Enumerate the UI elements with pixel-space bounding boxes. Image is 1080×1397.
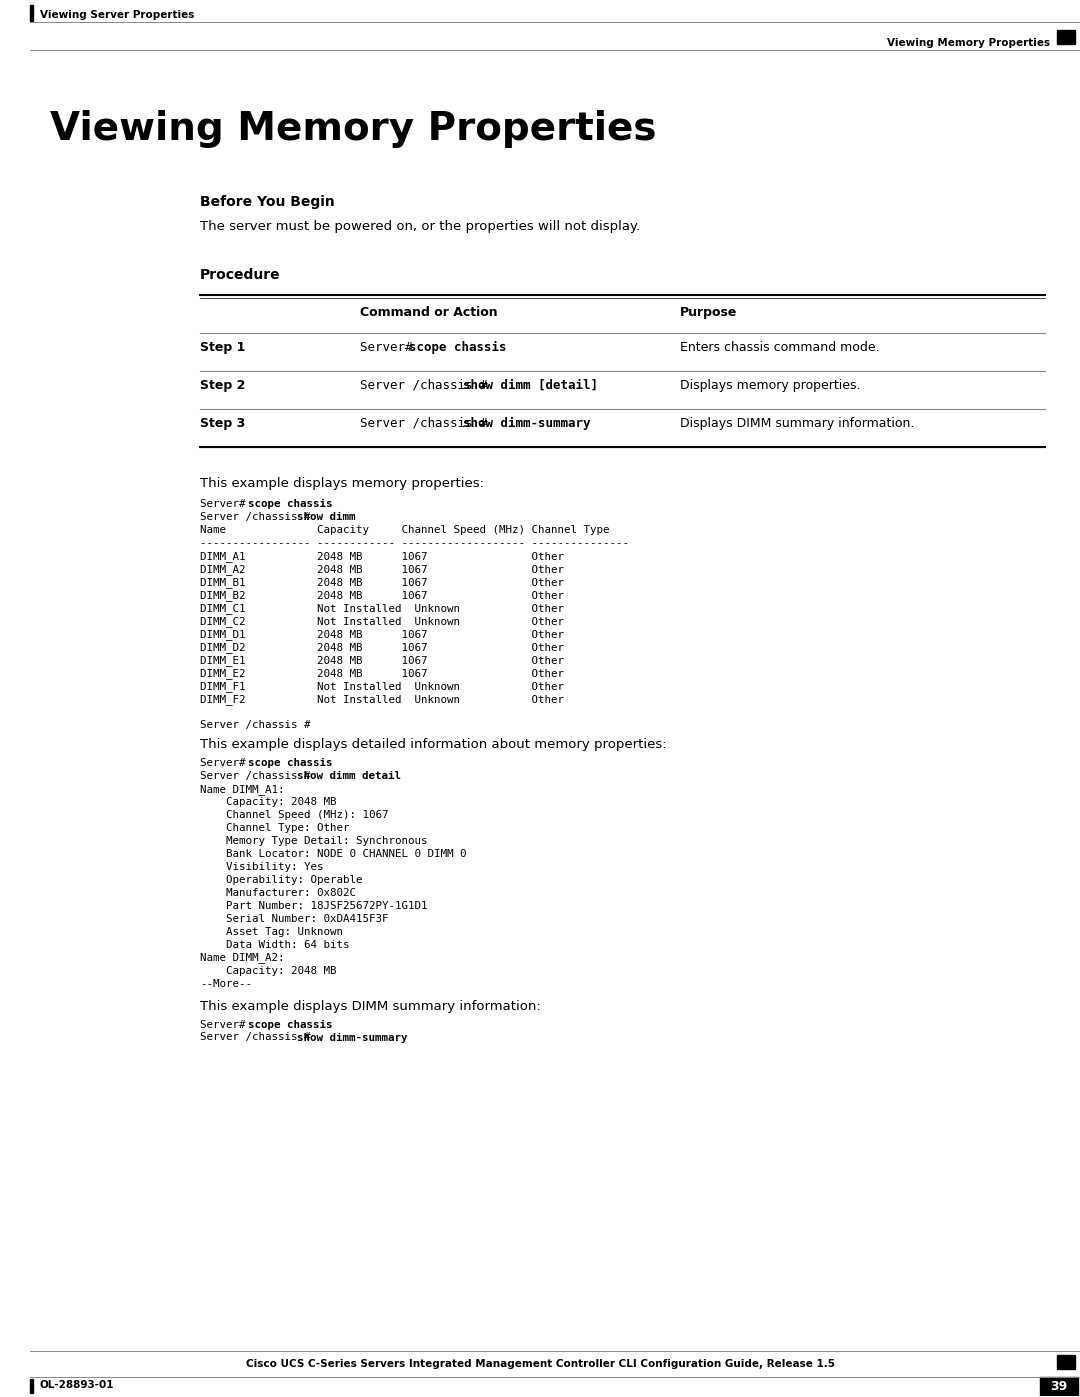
Text: DIMM_F2           Not Installed  Unknown           Other: DIMM_F2 Not Installed Unknown Other [200,694,564,704]
Text: This example displays DIMM summary information:: This example displays DIMM summary infor… [200,999,541,1013]
Text: Name DIMM_A1:: Name DIMM_A1: [200,784,284,795]
Text: Asset Tag: Unknown: Asset Tag: Unknown [200,926,343,936]
Text: Purpose: Purpose [680,306,738,319]
Bar [1040,1377,1078,1396]
Text: Displays DIMM summary information.: Displays DIMM summary information. [680,416,915,430]
Text: Viewing Memory Properties: Viewing Memory Properties [50,110,657,148]
Bar [30,1379,33,1393]
Bar [1057,29,1075,43]
Text: DIMM_F1           Not Installed  Unknown           Other: DIMM_F1 Not Installed Unknown Other [200,680,564,692]
Text: Server#: Server# [200,499,252,509]
Text: Memory Type Detail: Synchronous: Memory Type Detail: Synchronous [200,835,428,845]
Text: 39: 39 [1051,1380,1068,1393]
Text: Displays memory properties.: Displays memory properties. [680,379,861,391]
Text: scope chassis: scope chassis [248,499,333,509]
Text: DIMM_C2           Not Installed  Unknown           Other: DIMM_C2 Not Installed Unknown Other [200,616,564,627]
Text: Server /chassis #: Server /chassis # [360,379,502,391]
Text: Server#: Server# [200,1020,252,1030]
Text: Name DIMM_A2:: Name DIMM_A2: [200,953,284,964]
Text: show dimm [detail]: show dimm [detail] [462,379,597,391]
Text: Visibility: Yes: Visibility: Yes [200,862,324,872]
Text: Step 2: Step 2 [200,379,245,391]
Text: DIMM_A2           2048 MB      1067                Other: DIMM_A2 2048 MB 1067 Other [200,564,564,574]
Text: Manufacturer: 0x802C: Manufacturer: 0x802C [200,887,356,897]
Text: ----------------- ------------ ------------------- ---------------: ----------------- ------------ ---------… [200,538,629,548]
Text: Before You Begin: Before You Begin [200,196,335,210]
Text: Server /chassis #: Server /chassis # [200,511,318,521]
Text: This example displays detailed information about memory properties:: This example displays detailed informati… [200,738,666,750]
Text: DIMM_E2           2048 MB      1067                Other: DIMM_E2 2048 MB 1067 Other [200,668,564,679]
Text: The server must be powered on, or the properties will not display.: The server must be powered on, or the pr… [200,219,640,233]
Text: show dimm: show dimm [297,511,355,521]
Text: Enters chassis command mode.: Enters chassis command mode. [680,341,879,353]
Text: Operability: Operable: Operability: Operable [200,875,363,884]
Text: DIMM_E1           2048 MB      1067                Other: DIMM_E1 2048 MB 1067 Other [200,655,564,665]
Text: DIMM_D1           2048 MB      1067                Other: DIMM_D1 2048 MB 1067 Other [200,629,564,640]
Text: Data Width: 64 bits: Data Width: 64 bits [200,940,350,950]
Text: show dimm-summary: show dimm-summary [297,1032,407,1042]
Text: Viewing Memory Properties: Viewing Memory Properties [887,38,1050,47]
Text: Server#: Server# [200,757,252,767]
Text: DIMM_B2           2048 MB      1067                Other: DIMM_B2 2048 MB 1067 Other [200,590,564,601]
Text: scope chassis: scope chassis [248,757,333,768]
Text: Bank Locator: NODE 0 CHANNEL 0 DIMM 0: Bank Locator: NODE 0 CHANNEL 0 DIMM 0 [200,848,467,859]
Text: show dimm detail: show dimm detail [297,771,401,781]
Text: This example displays memory properties:: This example displays memory properties: [200,476,484,490]
Text: Procedure: Procedure [200,268,281,282]
Text: scope chassis: scope chassis [248,1020,333,1030]
Text: DIMM_D2           2048 MB      1067                Other: DIMM_D2 2048 MB 1067 Other [200,641,564,652]
Text: Part Number: 18JSF25672PY-1G1D1: Part Number: 18JSF25672PY-1G1D1 [200,901,428,911]
Text: --More--: --More-- [200,978,252,989]
Text: OL-28893-01: OL-28893-01 [40,1380,114,1390]
Text: Server /chassis #: Server /chassis # [360,416,502,430]
Bar [30,6,33,21]
Text: DIMM_C1           Not Installed  Unknown           Other: DIMM_C1 Not Installed Unknown Other [200,602,564,613]
Text: show dimm-summary: show dimm-summary [462,416,590,430]
Text: Serial Number: 0xDA415F3F: Serial Number: 0xDA415F3F [200,914,389,923]
Text: Viewing Server Properties: Viewing Server Properties [40,10,194,20]
Text: DIMM_A1           2048 MB      1067                Other: DIMM_A1 2048 MB 1067 Other [200,550,564,562]
Text: Server /chassis #: Server /chassis # [200,719,311,729]
Text: Name              Capacity     Channel Speed (MHz) Channel Type: Name Capacity Channel Speed (MHz) Channe… [200,525,609,535]
Text: Server /chassis #: Server /chassis # [200,771,318,781]
Text: DIMM_B1           2048 MB      1067                Other: DIMM_B1 2048 MB 1067 Other [200,577,564,588]
Text: Channel Type: Other: Channel Type: Other [200,823,350,833]
Text: Server#: Server# [360,341,428,353]
Text: Step 3: Step 3 [200,416,245,430]
Text: Cisco UCS C-Series Servers Integrated Management Controller CLI Configuration Gu: Cisco UCS C-Series Servers Integrated Ma… [245,1359,835,1369]
Text: Server /chassis #: Server /chassis # [200,1032,318,1042]
Text: Channel Speed (MHz): 1067: Channel Speed (MHz): 1067 [200,810,389,820]
Text: Capacity: 2048 MB: Capacity: 2048 MB [200,796,337,806]
Text: scope chassis: scope chassis [408,341,507,353]
Bar [1057,1355,1075,1369]
Text: Step 1: Step 1 [200,341,245,353]
Text: Command or Action: Command or Action [360,306,498,319]
Text: Capacity: 2048 MB: Capacity: 2048 MB [200,965,337,975]
